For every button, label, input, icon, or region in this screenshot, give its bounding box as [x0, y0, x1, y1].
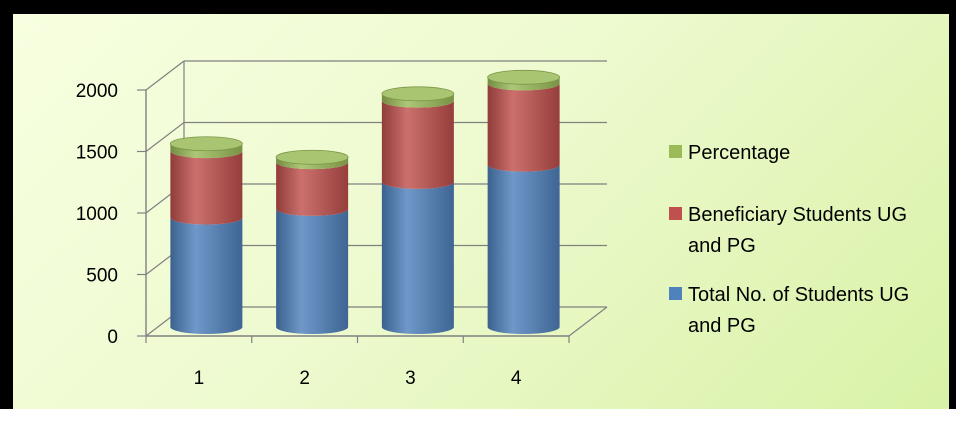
stacked-cylinder-chart: 0 500 1000 1500 2000 1 2 3 4 Percentage Beneficiar…: [76, 60, 909, 389]
y-tick-label: 2000: [76, 81, 118, 102]
legend-swatch: [669, 207, 682, 220]
bar-segment: [276, 208, 349, 334]
bar-segment: [276, 157, 349, 170]
y-tick-label: 1000: [76, 204, 118, 225]
legend-label: and PG: [688, 235, 756, 257]
floor-right-edge: [568, 306, 608, 337]
bar-segment: [170, 151, 243, 225]
bar-segment: [487, 164, 560, 334]
bar-segment: [381, 93, 454, 108]
x-tick-label: 1: [194, 368, 205, 389]
bar-segment: [170, 217, 243, 334]
bar-segment: [276, 162, 349, 216]
x-tick-label: 3: [405, 368, 416, 389]
gridline-side: [145, 60, 185, 91]
legend-label: and PG: [688, 315, 756, 337]
bar-segment: [381, 181, 454, 334]
bar-top-cap: [275, 149, 349, 165]
x-tick-label: 4: [511, 368, 522, 389]
y-tick-label: 1500: [76, 143, 118, 164]
chart-frame: 0 500 1000 1500 2000 1 2 3 4 Percentage Beneficiar…: [0, 0, 956, 409]
legend-swatch: [669, 145, 682, 158]
gridline-side: [145, 122, 185, 152]
bar-segment: [487, 83, 560, 172]
legend-label: Percentage: [688, 142, 790, 164]
y-tick-label: 0: [107, 327, 118, 348]
bar-top-cap: [487, 69, 561, 85]
x-tick-label: 2: [299, 368, 310, 389]
y-tick-label: 500: [86, 266, 118, 287]
bar-segment: [487, 77, 560, 91]
legend-swatch: [669, 287, 682, 300]
bar-top-cap: [169, 136, 243, 152]
legend-label: Total No. of Students UG: [688, 284, 909, 306]
bar-segment: [381, 100, 454, 189]
legend-label: Beneficiary Students UG: [688, 204, 907, 226]
bar-top-cap: [381, 86, 455, 102]
